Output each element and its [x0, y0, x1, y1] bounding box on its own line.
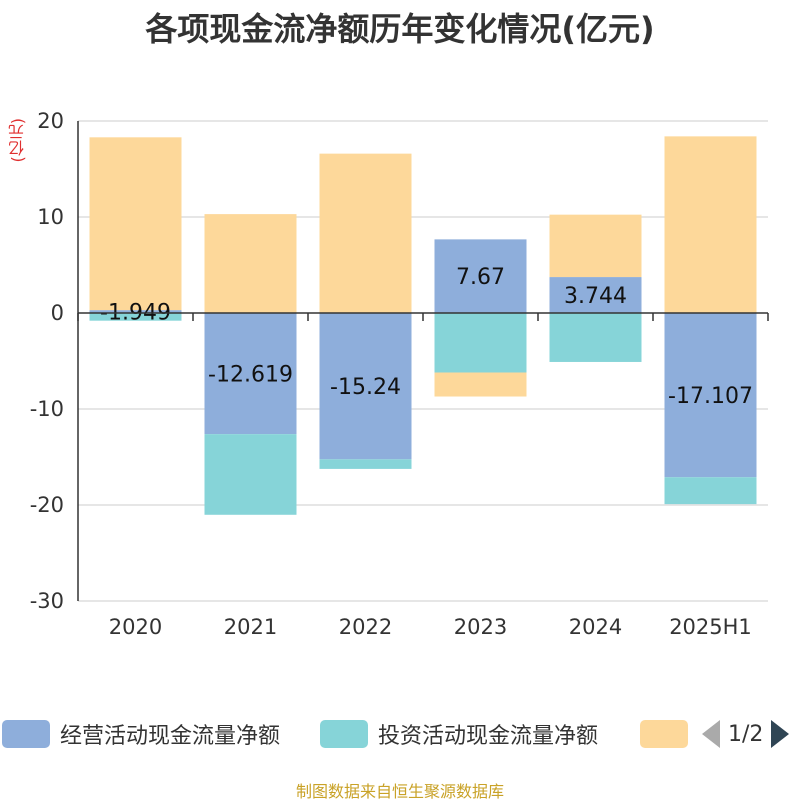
- x-tick-label: 2022: [339, 615, 392, 639]
- legend-item-operating[interactable]: 经营活动现金流量净额: [2, 716, 280, 752]
- legend-label-operating: 经营活动现金流量净额: [60, 724, 281, 749]
- bar-segment: [434, 372, 527, 397]
- legend-next-arrow-icon[interactable]: [771, 720, 790, 748]
- legend-swatch-operating: [2, 720, 50, 748]
- x-tick-label: 2020: [109, 615, 162, 639]
- data-label: -15.24: [330, 375, 401, 400]
- bar-segment: [204, 214, 297, 313]
- bar-segment: [89, 313, 182, 321]
- data-label: -12.619: [208, 363, 293, 388]
- bar-segment: [549, 313, 642, 362]
- source-note: 制图数据来自恒生聚源数据库: [295, 782, 504, 801]
- legend-item-third[interactable]: [640, 716, 688, 752]
- bar-segment: [89, 310, 182, 313]
- legend-item-investing[interactable]: 投资活动现金流量净额: [320, 716, 598, 752]
- bar-segment: [434, 313, 527, 373]
- bar-segment: [204, 434, 297, 515]
- bar-segment: [89, 137, 182, 311]
- bar-segment: [319, 313, 412, 460]
- legend-swatch-investing: [320, 720, 368, 748]
- bar-segment: [319, 153, 412, 313]
- legend-swatch-third: [640, 720, 688, 748]
- bar-segment: [664, 136, 757, 313]
- bar-segment: [549, 214, 642, 278]
- legend: 经营活动现金流量净额 投资活动现金流量净额 1/2: [0, 716, 800, 752]
- bar-segment: [434, 239, 527, 313]
- legend-pager: 1/2: [702, 716, 790, 752]
- data-label: -17.107: [668, 384, 753, 409]
- legend-label-investing: 投资活动现金流量净额: [378, 724, 599, 749]
- y-tick-label: 10: [37, 205, 64, 229]
- data-label: 3.744: [564, 284, 627, 309]
- bar-segment: [549, 277, 642, 313]
- bar-segment: [204, 313, 297, 435]
- x-tick-label: 2021: [224, 615, 277, 639]
- x-tick-label: 2024: [569, 615, 622, 639]
- bar-segment: [319, 459, 412, 469]
- legend-prev-arrow-icon[interactable]: [702, 720, 720, 748]
- bar-segment: [664, 477, 757, 505]
- y-tick-label: -30: [30, 589, 64, 613]
- x-tick-label: 2023: [454, 615, 507, 639]
- x-tick-label: 2025H1: [669, 615, 752, 639]
- chart-title: 各项现金流净额历年变化情况(亿元): [145, 10, 655, 48]
- bar-segment: [664, 313, 757, 478]
- y-tick-label: -10: [30, 397, 64, 421]
- y-tick-label: 0: [51, 301, 64, 325]
- data-label: 7.67: [456, 265, 505, 290]
- y-tick-label: -20: [30, 493, 64, 517]
- legend-page-indicator: 1/2: [728, 721, 764, 747]
- y-tick-label: 20: [37, 109, 64, 133]
